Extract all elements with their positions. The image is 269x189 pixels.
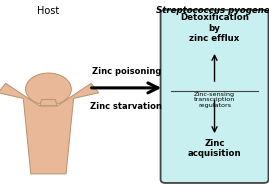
Polygon shape	[40, 100, 57, 106]
Text: Zinc starvation: Zinc starvation	[90, 102, 162, 111]
Circle shape	[26, 73, 71, 105]
Text: Host: Host	[37, 6, 59, 16]
Polygon shape	[0, 83, 99, 174]
Text: Zinc-sensing
transcription
regulators: Zinc-sensing transcription regulators	[194, 92, 235, 108]
Text: Zinc
acquisition: Zinc acquisition	[188, 139, 241, 158]
Text: Zinc poisoning: Zinc poisoning	[92, 67, 161, 76]
Text: Streptococcus pyogenes: Streptococcus pyogenes	[156, 6, 269, 15]
Text: Detoxification
by
zinc efflux: Detoxification by zinc efflux	[180, 13, 249, 43]
FancyBboxPatch shape	[161, 10, 268, 183]
